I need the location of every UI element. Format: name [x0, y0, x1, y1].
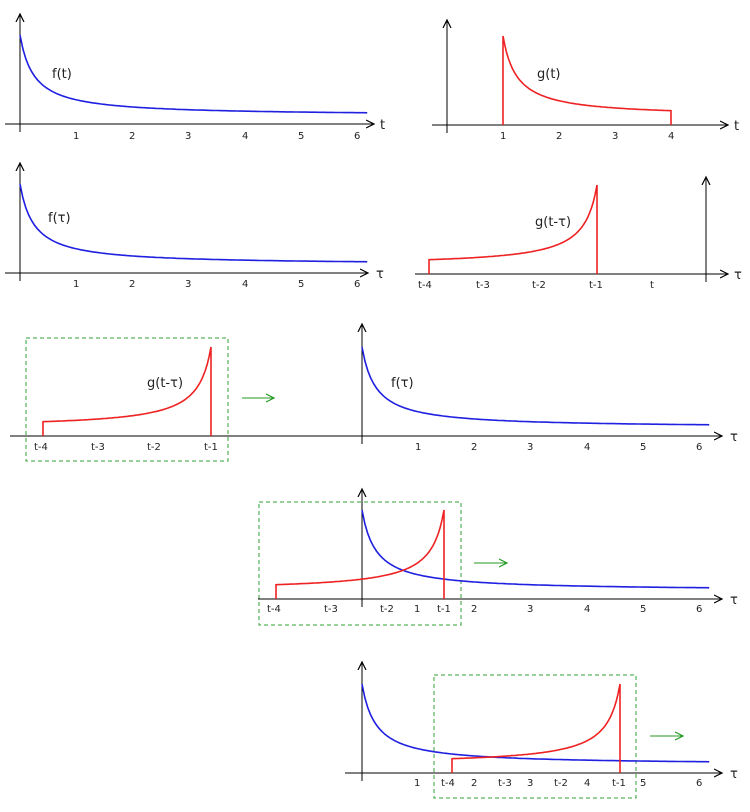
tick-label: 1 — [414, 778, 420, 789]
tick-label: 5 — [298, 279, 304, 290]
f-curve — [361, 683, 710, 763]
axis-label: τ — [730, 430, 738, 445]
function-label: g(t) — [537, 67, 561, 82]
tick-label: t-4 — [267, 604, 281, 615]
axis-label: τ — [730, 767, 738, 782]
tick-label: t-2 — [532, 280, 546, 291]
panel-f-of-tau: f(τ) τ 1 2 3 4 5 6 — [5, 163, 384, 290]
tick-label: 1 — [73, 131, 79, 142]
axis-label: τ — [730, 593, 738, 608]
tick-label: 4 — [668, 131, 674, 142]
tick-label: 5 — [640, 778, 646, 789]
f-curve — [361, 346, 710, 426]
panel-boxed-g-flipped: g(t-τ) t-4 t-3 t-2 t-1 — [10, 337, 274, 462]
tick-label: 1 — [414, 604, 420, 615]
axis-label: t — [380, 118, 385, 133]
tick-label: 2 — [129, 279, 135, 290]
tick-label: 6 — [354, 131, 360, 142]
tick-label: t-1 — [437, 604, 451, 615]
tick-label: 3 — [527, 604, 533, 615]
tick-label: 6 — [354, 279, 360, 290]
f-curve — [19, 183, 368, 263]
function-label: g(t-τ) — [535, 215, 571, 230]
tick-label: t-3 — [324, 604, 338, 615]
tick-label: t-1 — [612, 778, 626, 789]
tick-labels: 1 2 3 4 5 6 — [73, 279, 360, 290]
tick-label: 2 — [129, 131, 135, 142]
tick-label: 6 — [696, 778, 702, 789]
tick-label: t-3 — [498, 778, 512, 789]
tick-labels: t-4 t-3 t-2 1 t-1 2 3 4 5 6 — [267, 604, 702, 615]
tick-label: 3 — [527, 778, 533, 789]
g-flipped-curve — [275, 509, 445, 599]
tick-labels: 1 t-4 2 t-3 3 t-2 4 t-1 5 6 — [414, 778, 702, 789]
dashed-frame — [433, 674, 637, 799]
tick-label: t-3 — [476, 280, 490, 291]
axis-label: τ — [734, 268, 742, 283]
tick-label: 3 — [185, 279, 191, 290]
tick-label: t — [650, 280, 654, 291]
tick-label: 4 — [242, 131, 248, 142]
tick-label: t-4 — [34, 442, 48, 453]
panel-g-flipped: g(t-τ) τ t-4 t-3 t-2 t-1 t — [415, 177, 742, 291]
g-flipped-curve — [428, 184, 598, 274]
tick-labels: t-4 t-3 t-2 t-1 — [34, 442, 218, 453]
tick-label: 5 — [640, 604, 646, 615]
tick-labels: 1 2 3 4 5 6 — [73, 131, 360, 142]
tick-label: 3 — [527, 442, 533, 453]
dashed-frame — [258, 501, 462, 626]
tick-labels: t-4 t-3 t-2 t-1 t — [418, 280, 654, 291]
tick-label: 4 — [584, 604, 590, 615]
panel-g-of-t: g(t) t 1 2 3 4 — [432, 20, 739, 142]
function-label: f(τ) — [48, 211, 71, 226]
panel-f-of-tau-row3: f(τ) τ 1 2 3 4 5 6 — [230, 324, 738, 453]
tick-label: 2 — [471, 778, 477, 789]
tick-labels: 1 2 3 4 — [500, 131, 674, 142]
panel-overlap-1: τ t-4 t-3 t-2 1 t-1 2 3 4 5 6 — [258, 489, 738, 626]
tick-label: 2 — [471, 442, 477, 453]
tick-label: 5 — [640, 442, 646, 453]
tick-label: 2 — [471, 604, 477, 615]
tick-label: 3 — [185, 131, 191, 142]
dashed-frame — [25, 337, 229, 462]
tick-label: t-4 — [418, 280, 432, 291]
tick-label: 6 — [696, 442, 702, 453]
axis-label: τ — [376, 267, 384, 282]
tick-labels: 1 2 3 4 5 6 — [415, 442, 702, 453]
tick-label: 1 — [500, 131, 506, 142]
tick-label: t-1 — [204, 442, 218, 453]
tick-label: t-1 — [589, 280, 603, 291]
g-flipped-curve — [451, 683, 621, 773]
tick-label: t-2 — [147, 442, 161, 453]
tick-label: t-3 — [91, 442, 105, 453]
axis-label: t — [734, 119, 739, 134]
tick-label: 4 — [584, 442, 590, 453]
tick-label: 4 — [242, 279, 248, 290]
tick-label: t-4 — [441, 778, 455, 789]
tick-label: 3 — [612, 131, 618, 142]
panel-overlap-2: τ 1 t-4 2 t-3 3 t-2 4 t-1 5 6 — [345, 662, 738, 799]
tick-label: 6 — [696, 604, 702, 615]
function-label: g(t-τ) — [147, 376, 183, 391]
tick-label: 5 — [298, 131, 304, 142]
function-label: f(τ) — [391, 376, 414, 391]
tick-label: 2 — [556, 131, 562, 142]
tick-label: 4 — [584, 778, 590, 789]
tick-label: 1 — [73, 279, 79, 290]
panel-f-of-t: f(t) t 1 2 3 4 5 6 — [5, 14, 385, 142]
tick-label: t-2 — [554, 778, 568, 789]
g-curve — [502, 35, 672, 125]
function-label: f(t) — [52, 67, 72, 82]
tick-label: 1 — [415, 442, 421, 453]
f-curve — [361, 509, 710, 589]
g-flipped-curve — [42, 346, 212, 436]
tick-label: t-2 — [380, 604, 394, 615]
f-curve — [19, 34, 368, 114]
